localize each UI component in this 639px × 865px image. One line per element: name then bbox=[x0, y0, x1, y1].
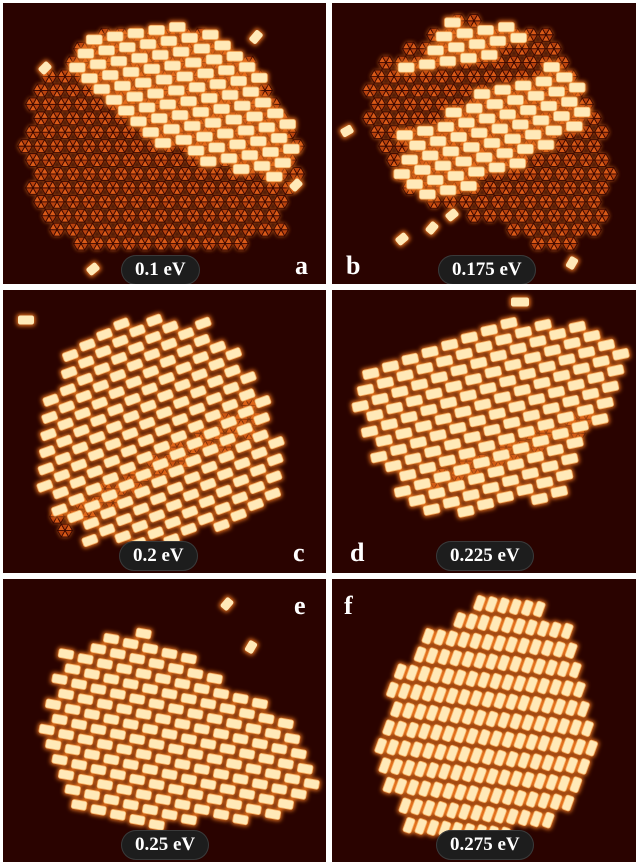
panel-letter-a: a bbox=[295, 251, 308, 280]
panel-b-image bbox=[332, 3, 636, 284]
panel-d: d 0.225 eV bbox=[332, 290, 636, 573]
panel-a: 0.1 eV a bbox=[3, 3, 326, 284]
panel-letter-b: b bbox=[346, 251, 361, 280]
energy-label-c: 0.2 eV bbox=[119, 541, 198, 571]
panel-a-image bbox=[3, 3, 326, 284]
panel-letter-c: c bbox=[293, 538, 305, 567]
panel-letter-f: f bbox=[344, 591, 353, 620]
panel-letter-e: e bbox=[294, 591, 306, 620]
energy-label-f: 0.275 eV bbox=[436, 830, 534, 860]
panel-f: f 0.275 eV bbox=[332, 579, 636, 862]
energy-label-a: 0.1 eV bbox=[121, 255, 200, 284]
energy-label-b: 0.175 eV bbox=[438, 255, 536, 284]
panel-b: b 0.175 eV bbox=[332, 3, 636, 284]
energy-label-e: 0.25 eV bbox=[121, 830, 210, 860]
panel-e: e 0.25 eV bbox=[3, 579, 326, 862]
panel-e-image bbox=[3, 579, 326, 862]
panel-c: 0.2 eV c bbox=[3, 290, 326, 573]
panel-d-image bbox=[332, 290, 636, 573]
energy-label-d: 0.225 eV bbox=[436, 541, 534, 571]
panel-c-image bbox=[3, 290, 326, 573]
panel-letter-d: d bbox=[350, 538, 365, 567]
panel-f-image bbox=[332, 579, 636, 862]
